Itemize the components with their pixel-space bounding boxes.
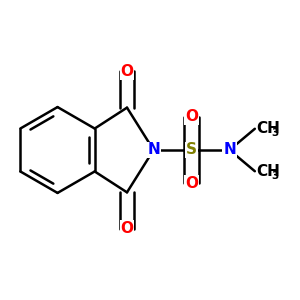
Text: CH: CH [256,164,280,179]
Text: 3: 3 [271,128,279,138]
Text: 3: 3 [271,170,279,181]
Text: N: N [223,142,236,158]
Text: O: O [121,221,134,236]
Text: O: O [121,64,134,79]
Text: N: N [147,142,160,158]
Text: S: S [186,142,197,158]
Text: CH: CH [256,121,280,136]
Text: O: O [185,110,198,124]
Text: O: O [185,176,198,190]
